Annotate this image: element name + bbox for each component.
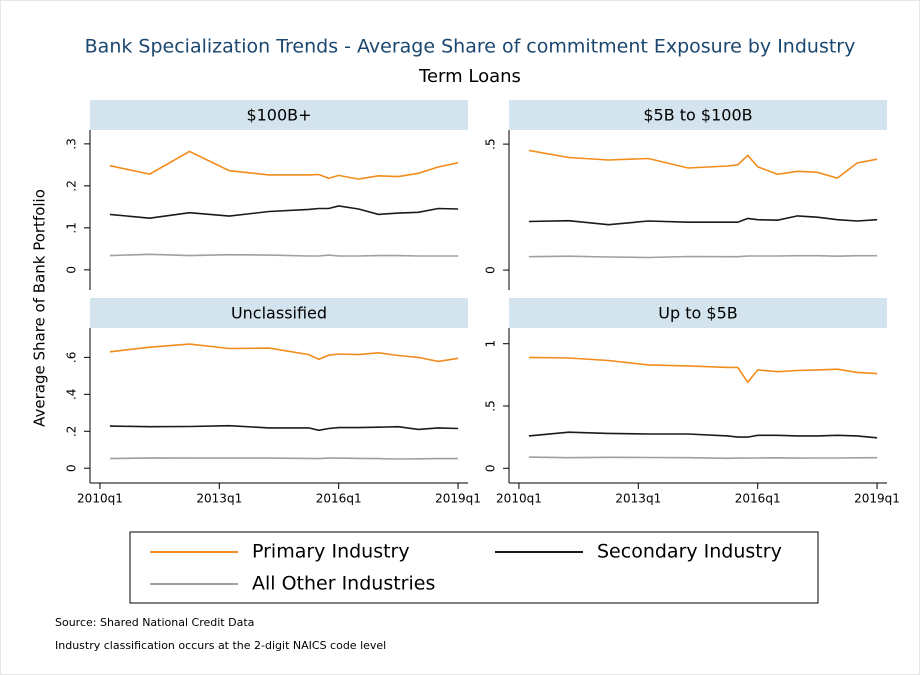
series-line bbox=[109, 253, 459, 257]
x-tick-label: 2010q1 bbox=[77, 492, 123, 506]
legend-label: Secondary Industry bbox=[597, 541, 782, 563]
title: Bank Specialization Trends - Average Sha… bbox=[85, 36, 856, 58]
series-line bbox=[528, 215, 878, 226]
series-line bbox=[109, 343, 459, 363]
y-tick-label: 0 bbox=[65, 266, 79, 274]
y-tick-label: .3 bbox=[65, 138, 79, 149]
panel-strip bbox=[90, 100, 468, 130]
series-line bbox=[109, 424, 459, 432]
x-tick-label: 2019q1 bbox=[854, 492, 900, 506]
y-tick-label: 1 bbox=[484, 340, 498, 348]
panel-strip bbox=[509, 100, 887, 130]
series-line bbox=[109, 457, 459, 460]
x-tick-label: 2013q1 bbox=[615, 492, 661, 506]
panel-title: $5B to $100B bbox=[643, 106, 752, 125]
series-line bbox=[528, 149, 878, 179]
series-line bbox=[109, 150, 459, 180]
series-line bbox=[528, 254, 878, 259]
y-tick-label: .2 bbox=[65, 180, 79, 191]
legend-box bbox=[129, 531, 819, 604]
x-tick-label: 2013q1 bbox=[196, 492, 242, 506]
series-line bbox=[528, 456, 878, 460]
legend-label: Primary Industry bbox=[252, 541, 410, 563]
series-line bbox=[109, 205, 459, 220]
y-tick-label: 0 bbox=[484, 266, 498, 274]
legend-label: All Other Industries bbox=[252, 573, 435, 595]
y-tick-label: .6 bbox=[65, 352, 79, 363]
x-tick-label: 2019q1 bbox=[435, 492, 481, 506]
subtitle: Term Loans bbox=[418, 66, 521, 87]
y-tick-label: .5 bbox=[484, 138, 498, 149]
x-tick-label: 2010q1 bbox=[496, 492, 542, 506]
panel-title: $100B+ bbox=[246, 106, 311, 125]
source-note: Source: Shared National Credit Data bbox=[55, 616, 254, 629]
y-tick-label: .1 bbox=[65, 222, 79, 233]
y-tick-label: .5 bbox=[484, 400, 498, 411]
panel-title: Unclassified bbox=[231, 304, 327, 323]
x-tick-label: 2016q1 bbox=[316, 492, 362, 506]
x-tick-label: 2016q1 bbox=[735, 492, 781, 506]
note: Industry classification occurs at the 2-… bbox=[55, 639, 386, 652]
y-axis-label: Average Share of Bank Portfolio bbox=[31, 189, 49, 427]
y-tick-label: .2 bbox=[65, 426, 79, 437]
panel-strip bbox=[509, 298, 887, 328]
y-tick-label: .4 bbox=[65, 389, 79, 400]
series-line bbox=[528, 431, 878, 439]
y-tick-label: 0 bbox=[65, 464, 79, 472]
panel-strip bbox=[90, 298, 468, 328]
y-tick-label: 0 bbox=[484, 464, 498, 472]
panel-title: Up to $5B bbox=[658, 304, 737, 323]
series-line bbox=[528, 356, 878, 384]
